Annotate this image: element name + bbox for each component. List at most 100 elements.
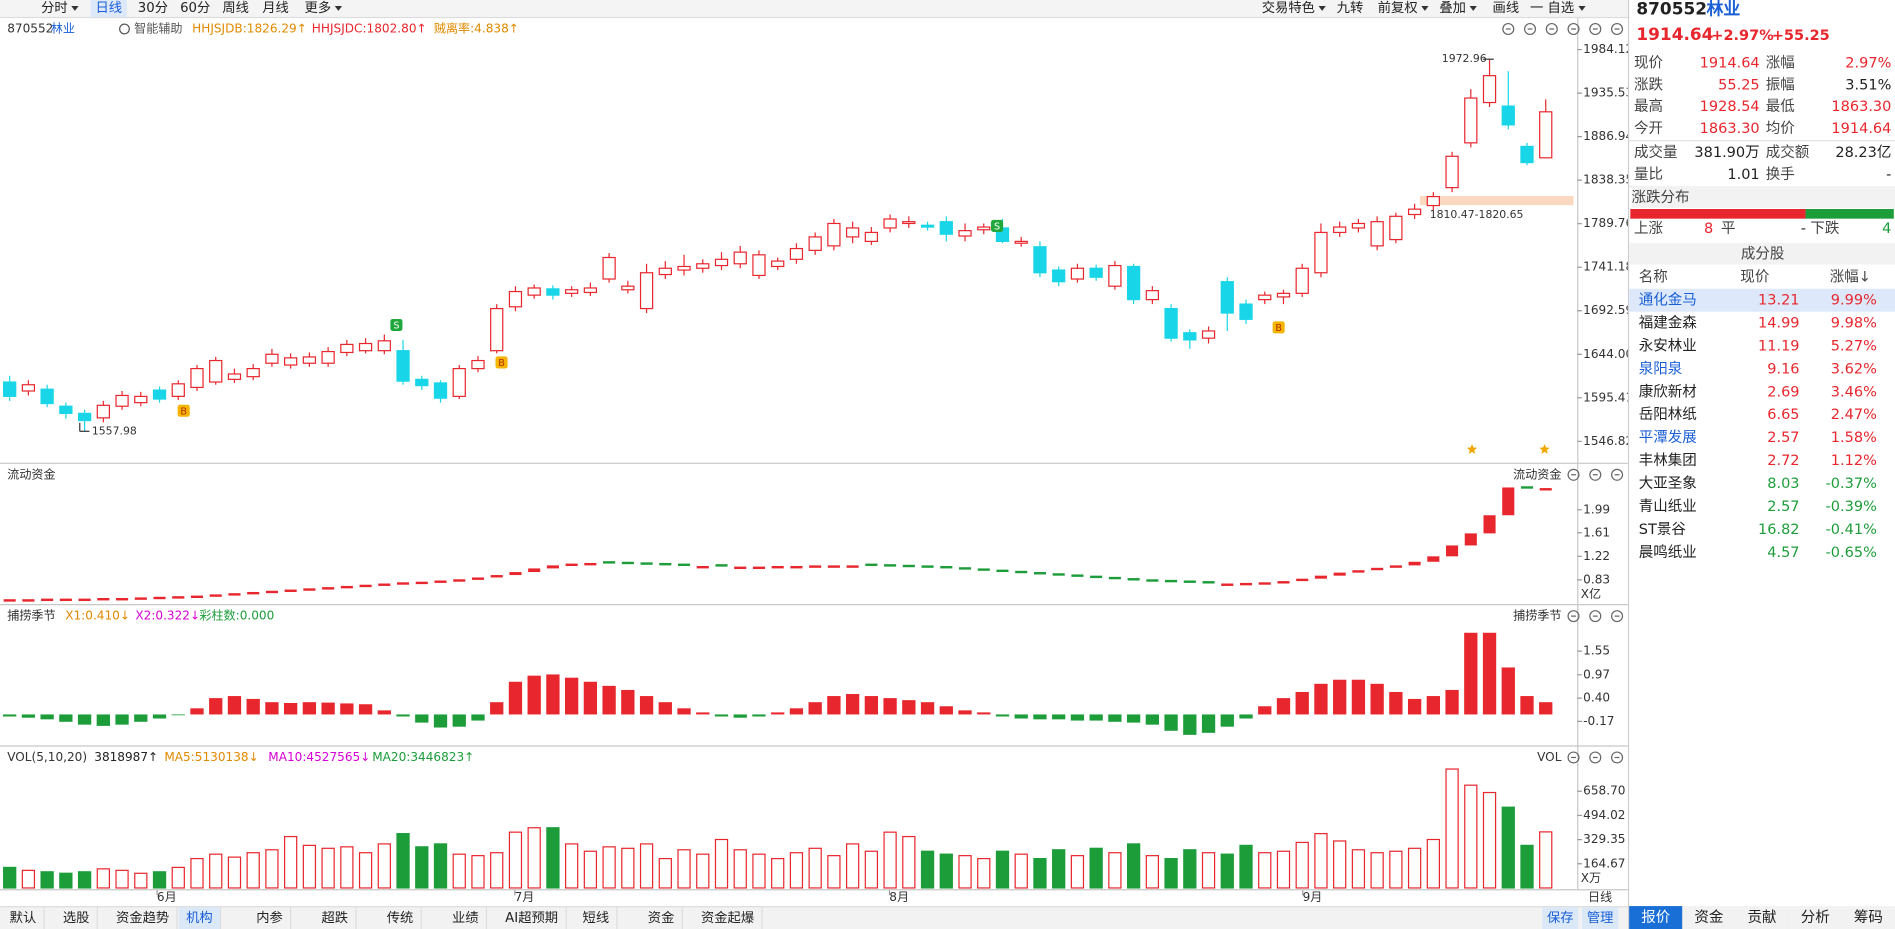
panel-tab[interactable]: 贡献 xyxy=(1735,906,1790,929)
up-bar xyxy=(1630,209,1806,219)
bottom-tab[interactable]: 资金 xyxy=(641,907,683,929)
stock-name[interactable]: 晨鸣纸业 xyxy=(1638,543,1697,561)
toolbar-button[interactable]: 30分 xyxy=(137,0,168,16)
season-bar xyxy=(527,675,541,715)
flow-bar xyxy=(734,566,747,570)
flow-bar xyxy=(865,563,878,566)
volume-bar xyxy=(1145,855,1159,889)
bottom-tab[interactable]: 默认 xyxy=(2,907,45,929)
flow-bar xyxy=(3,599,16,602)
bottom-tab[interactable]: 超跌 xyxy=(314,907,357,929)
dist-label: 下跌 xyxy=(1810,219,1840,237)
stock-name[interactable]: ST景谷 xyxy=(1638,520,1686,538)
candle-body xyxy=(171,383,185,397)
panel-tab[interactable]: 分析 xyxy=(1788,906,1844,929)
bottom-button[interactable]: 保存 xyxy=(1542,907,1579,929)
panel-tab[interactable]: 筹码 xyxy=(1841,906,1895,929)
toolbar-button[interactable]: 一 自选 xyxy=(1525,0,1590,17)
volume-bar xyxy=(171,866,185,889)
panel-tab[interactable]: 资金 xyxy=(1682,906,1737,929)
bottom-tab[interactable]: AI超预期 xyxy=(498,907,567,929)
bottom-tab[interactable]: 内参 xyxy=(249,907,292,929)
y-tick-label: 1.22 xyxy=(1583,549,1610,563)
toolbar-button[interactable]: 九转 xyxy=(1336,0,1364,16)
field-label: 最低 xyxy=(1765,97,1795,115)
volume-bar xyxy=(1389,850,1403,889)
flow-bar xyxy=(1314,575,1327,579)
candle-body xyxy=(677,265,691,271)
column-header[interactable]: 现价 xyxy=(1740,268,1770,286)
season-bar xyxy=(602,685,616,715)
candle-body xyxy=(1482,75,1497,104)
candle-body xyxy=(190,367,204,389)
pane-title-right: VOL xyxy=(1537,750,1562,764)
toolbar-button[interactable]: 叠加 xyxy=(1435,0,1482,17)
toolbar-button[interactable]: 更多 xyxy=(300,0,347,17)
stock-name[interactable]: 丰林集团 xyxy=(1638,451,1697,469)
volume-bar xyxy=(377,843,391,889)
volume-bar xyxy=(1407,847,1422,889)
period-label: 日线 xyxy=(1588,890,1612,904)
volume-bar xyxy=(1445,768,1459,889)
candle-body xyxy=(902,221,916,225)
stock-name[interactable]: 平潭发展 xyxy=(1638,428,1697,446)
stock-name[interactable]: 永安林业 xyxy=(1638,337,1697,354)
stock-name[interactable]: 康欣新材 xyxy=(1638,382,1697,400)
bottom-tab[interactable]: 机构 xyxy=(178,907,222,929)
bottom-tab[interactable]: 资金趋势 xyxy=(109,907,178,929)
unit-label: X亿 xyxy=(1581,586,1601,601)
season-bar xyxy=(808,702,822,715)
stock-name[interactable]: 大亚圣象 xyxy=(1638,474,1697,492)
stock-name[interactable]: 福建金森 xyxy=(1638,314,1697,332)
bottom-button[interactable]: 管理 xyxy=(1581,907,1619,929)
flow-bar xyxy=(621,561,634,565)
candle-body xyxy=(602,256,616,280)
candle-body xyxy=(471,359,485,370)
candle-body xyxy=(696,263,710,269)
flow-bar xyxy=(41,598,54,602)
panel-tab[interactable]: 报价 xyxy=(1629,906,1684,929)
volume-bar xyxy=(752,853,766,889)
season-bar xyxy=(302,702,317,715)
volume-bar xyxy=(358,852,373,889)
candle-body xyxy=(752,254,766,277)
candle-body xyxy=(1276,292,1291,298)
volume-bar xyxy=(808,847,822,889)
stock-name[interactable]: 通化金马 xyxy=(1638,291,1697,309)
volume-bar xyxy=(115,869,129,889)
toolbar-button[interactable]: 60分 xyxy=(180,0,211,16)
bottom-tab[interactable]: 资金起爆 xyxy=(694,907,763,929)
stock-name[interactable]: 青山纸业 xyxy=(1638,497,1697,515)
season-bar xyxy=(508,681,523,715)
indicator: MA20:3446823↑ xyxy=(372,750,474,764)
toolbar-button[interactable]: 前复权 xyxy=(1373,0,1433,17)
flow-bar xyxy=(303,588,316,591)
flow-bar xyxy=(1539,488,1552,491)
season-bar xyxy=(452,714,466,727)
bottom-tab[interactable]: 业绩 xyxy=(445,907,488,929)
y-tick-label: 1741.18 xyxy=(1583,260,1628,274)
candle-body xyxy=(883,218,897,229)
toolbar-button[interactable]: 日线 xyxy=(90,0,127,17)
volume-bar xyxy=(902,835,916,889)
column-header[interactable]: 名称 xyxy=(1638,268,1668,286)
bottom-tab[interactable]: 短线 xyxy=(575,907,618,929)
bottom-tab[interactable]: 传统 xyxy=(379,907,422,929)
y-tick-label: 164.67 xyxy=(1583,856,1625,870)
toolbar-button[interactable]: 分时 xyxy=(36,0,83,17)
stock-name[interactable]: 岳阳林纸 xyxy=(1638,405,1697,423)
season-bar xyxy=(190,708,204,715)
season-bar xyxy=(490,702,504,715)
stock-name[interactable]: 泉阳泉 xyxy=(1638,360,1683,377)
volume-bar xyxy=(602,846,616,889)
toolbar-button[interactable]: 画线 xyxy=(1492,0,1520,16)
toolbar-button[interactable]: 月线 xyxy=(262,0,289,16)
volume-bar xyxy=(1464,784,1478,889)
column-header[interactable]: 涨幅↓ xyxy=(1829,268,1871,286)
toolbar-button[interactable]: 交易特色 xyxy=(1257,0,1331,17)
bottom-tab[interactable]: 选股 xyxy=(56,907,98,929)
candle-body xyxy=(639,272,654,310)
toolbar-button[interactable]: 周线 xyxy=(222,0,249,16)
candle-body xyxy=(265,353,279,364)
stock-change: 2.47% xyxy=(1830,405,1877,423)
